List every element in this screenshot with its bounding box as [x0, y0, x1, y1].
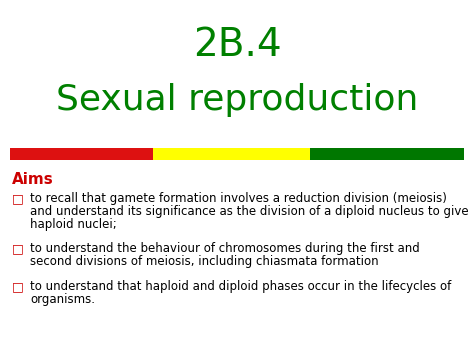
Text: Sexual reproduction: Sexual reproduction: [56, 83, 418, 117]
Text: to recall that gamete formation involves a reduction division (meiosis): to recall that gamete formation involves…: [30, 192, 447, 205]
Bar: [310, 148, 464, 160]
Text: haploid nuclei;: haploid nuclei;: [30, 218, 117, 231]
Text: □: □: [12, 242, 24, 255]
Text: organisms.: organisms.: [30, 293, 95, 306]
Text: and understand its significance as the division of a diploid nucleus to give: and understand its significance as the d…: [30, 205, 469, 218]
Text: □: □: [12, 192, 24, 205]
Text: to understand that haploid and diploid phases occur in the lifecycles of: to understand that haploid and diploid p…: [30, 280, 451, 293]
Text: to understand the behaviour of chromosomes during the first and: to understand the behaviour of chromosom…: [30, 242, 420, 255]
Text: Aims: Aims: [12, 172, 54, 187]
Text: 2B.4: 2B.4: [193, 26, 281, 64]
Text: second divisions of meiosis, including chiasmata formation: second divisions of meiosis, including c…: [30, 255, 379, 268]
Bar: [153, 148, 310, 160]
Bar: [10, 148, 153, 160]
Text: □: □: [12, 280, 24, 293]
